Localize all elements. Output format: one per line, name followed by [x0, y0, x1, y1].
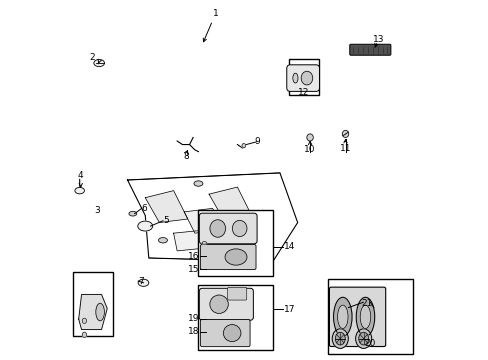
- Ellipse shape: [242, 144, 245, 148]
- Text: 17: 17: [283, 305, 294, 314]
- Bar: [327, 279, 412, 354]
- Bar: [198, 210, 272, 276]
- Ellipse shape: [222, 234, 231, 239]
- Ellipse shape: [75, 188, 84, 194]
- Ellipse shape: [194, 181, 203, 186]
- Text: 16: 16: [188, 252, 200, 261]
- Ellipse shape: [223, 325, 241, 342]
- Polygon shape: [145, 191, 187, 222]
- Text: 8: 8: [183, 153, 188, 162]
- Ellipse shape: [360, 305, 370, 329]
- FancyBboxPatch shape: [199, 213, 257, 244]
- Ellipse shape: [342, 130, 348, 138]
- Ellipse shape: [358, 332, 368, 345]
- Text: 1: 1: [213, 9, 219, 18]
- Polygon shape: [79, 294, 107, 329]
- FancyBboxPatch shape: [227, 287, 246, 300]
- Ellipse shape: [138, 279, 148, 286]
- Text: 15: 15: [188, 265, 200, 274]
- Bar: [198, 284, 272, 350]
- Text: 14: 14: [283, 242, 294, 251]
- FancyBboxPatch shape: [200, 320, 249, 347]
- Text: 2: 2: [89, 53, 95, 62]
- FancyBboxPatch shape: [329, 287, 385, 347]
- Ellipse shape: [209, 220, 225, 237]
- Text: 19: 19: [188, 314, 200, 323]
- Text: 11: 11: [339, 144, 350, 153]
- Ellipse shape: [232, 220, 246, 237]
- Ellipse shape: [129, 211, 137, 216]
- Text: 4: 4: [78, 171, 83, 180]
- Ellipse shape: [301, 71, 312, 85]
- Text: 13: 13: [373, 35, 384, 44]
- Ellipse shape: [224, 249, 246, 265]
- Ellipse shape: [82, 318, 86, 323]
- Text: 18: 18: [188, 327, 200, 336]
- Text: 21: 21: [360, 299, 372, 308]
- FancyBboxPatch shape: [199, 288, 253, 320]
- Ellipse shape: [331, 329, 347, 348]
- Ellipse shape: [335, 332, 345, 345]
- FancyBboxPatch shape: [286, 65, 319, 91]
- Ellipse shape: [202, 242, 206, 244]
- Ellipse shape: [82, 332, 86, 337]
- Polygon shape: [184, 208, 223, 233]
- Ellipse shape: [209, 295, 228, 314]
- Text: 6: 6: [142, 204, 147, 213]
- Text: 12: 12: [298, 87, 309, 96]
- Text: 5: 5: [163, 216, 168, 225]
- Ellipse shape: [138, 221, 152, 231]
- Ellipse shape: [292, 73, 297, 83]
- Ellipse shape: [94, 59, 104, 67]
- Bar: [288, 59, 318, 95]
- Ellipse shape: [355, 329, 371, 348]
- Ellipse shape: [306, 134, 313, 141]
- Text: 20: 20: [364, 339, 375, 348]
- FancyBboxPatch shape: [200, 244, 256, 270]
- Text: 3: 3: [94, 206, 100, 215]
- Bar: [72, 272, 113, 336]
- Text: 7: 7: [138, 276, 143, 285]
- Ellipse shape: [158, 238, 167, 243]
- FancyBboxPatch shape: [349, 44, 390, 55]
- Text: 9: 9: [253, 137, 259, 146]
- Polygon shape: [127, 173, 297, 261]
- Polygon shape: [209, 187, 251, 219]
- Polygon shape: [173, 230, 212, 251]
- Ellipse shape: [356, 297, 374, 336]
- Ellipse shape: [333, 297, 351, 336]
- Ellipse shape: [337, 305, 347, 329]
- Text: 10: 10: [304, 145, 315, 154]
- Ellipse shape: [96, 303, 104, 321]
